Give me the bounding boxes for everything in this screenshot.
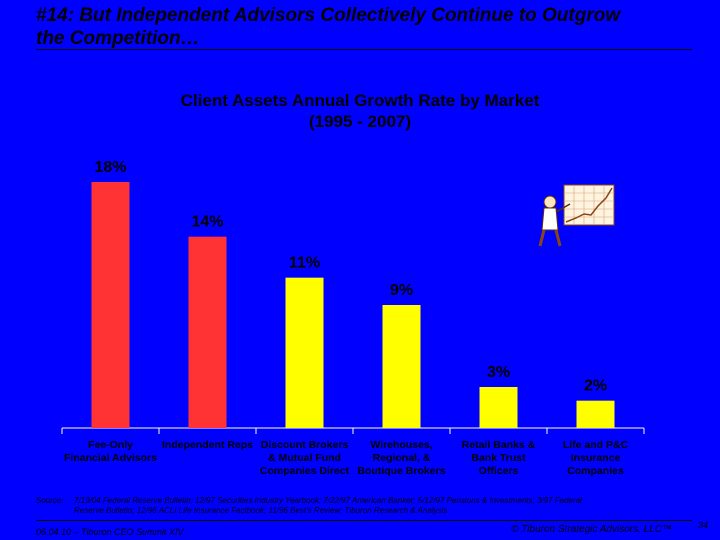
data-label-2: 14% bbox=[191, 214, 223, 231]
category-label-3: Discount Brokers bbox=[261, 439, 349, 451]
data-label-3: 11% bbox=[289, 255, 320, 272]
slide-title: #14: But Independent Advisors Collective… bbox=[36, 4, 696, 50]
chart-title: Client Assets Annual Growth Rate by Mark… bbox=[0, 90, 720, 132]
category-label-5: Bank Trust bbox=[471, 452, 526, 464]
category-label-1: Financial Advisors bbox=[64, 452, 157, 464]
category-label-3: Companies Direct bbox=[260, 465, 350, 477]
bar-6 bbox=[576, 400, 615, 428]
footer-copyright: © Tiburon Strategic Advisors, LLC™ bbox=[511, 524, 672, 535]
bar-5 bbox=[479, 387, 518, 428]
source-line-1: 7/19/04 Federal Reserve Bulletin; 12/97 … bbox=[74, 496, 582, 505]
category-label-1: Fee-Only bbox=[88, 439, 133, 451]
category-label-2: Independent Reps bbox=[162, 439, 253, 451]
category-label-6: Companies bbox=[567, 465, 624, 477]
chart-title-line-2: (1995 - 2007) bbox=[308, 112, 412, 131]
category-label-6: Insurance bbox=[571, 452, 621, 464]
footer-divider bbox=[36, 520, 692, 521]
page-number: 34 bbox=[697, 520, 708, 530]
title-divider bbox=[36, 49, 692, 50]
data-label-6: 2% bbox=[584, 378, 607, 395]
data-label-4: 9% bbox=[390, 282, 413, 299]
category-label-5: Officers bbox=[479, 465, 519, 477]
bar-3 bbox=[285, 277, 324, 428]
bar-4 bbox=[382, 305, 421, 428]
category-label-4: Wirehouses, bbox=[370, 439, 432, 451]
presenter-with-growth-chart-icon bbox=[538, 184, 615, 247]
bar-2 bbox=[188, 236, 227, 428]
category-label-4: Regional, & bbox=[373, 452, 431, 464]
slide-title-line-1: #14: But Independent Advisors Collective… bbox=[36, 5, 621, 26]
data-label-1: 18% bbox=[94, 159, 126, 176]
source-note: Source: 7/19/04 Federal Reserve Bulletin;… bbox=[36, 496, 676, 516]
footer-event-label: 06.04.10 – Tiburon CEO Summit XIV bbox=[36, 527, 184, 537]
slide-title-line-2: the Competition… bbox=[36, 28, 200, 49]
category-label-4: Boutique Brokers bbox=[357, 465, 445, 477]
bar-1 bbox=[91, 182, 130, 428]
category-label-6: Life and P&C bbox=[563, 439, 629, 451]
category-label-5: Retail Banks & bbox=[462, 439, 536, 451]
category-label-3: & Mutual Fund bbox=[268, 452, 341, 464]
source-label: Source: bbox=[36, 496, 64, 505]
data-label-5: 3% bbox=[487, 364, 510, 381]
source-line-2: Reserve Bulletin; 12/96 ACLI Life Insura… bbox=[74, 506, 448, 515]
chart-title-line-1: Client Assets Annual Growth Rate by Mark… bbox=[180, 91, 540, 110]
